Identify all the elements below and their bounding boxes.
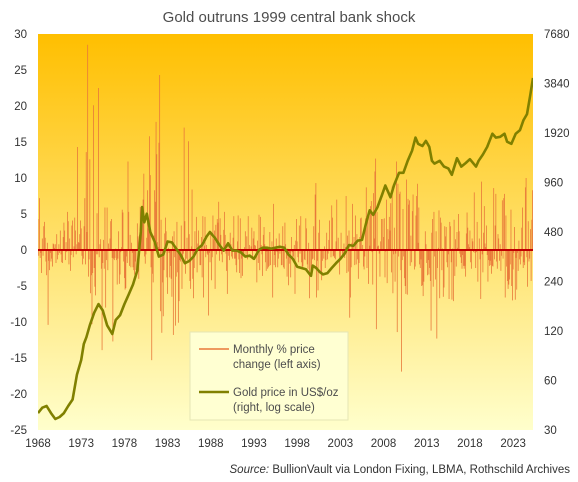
right-axis-tick: 960 — [544, 178, 563, 190]
legend-box — [189, 331, 349, 421]
x-axis-tick: 2013 — [414, 438, 440, 450]
right-axis-tick: 30 — [544, 425, 557, 437]
x-axis-tick: 2008 — [371, 438, 397, 450]
right-axis-tick: 1920 — [544, 128, 570, 140]
x-axis-tick: 1973 — [68, 438, 94, 450]
right-axis-tick: 120 — [544, 326, 563, 338]
legend-label-line: Monthly % price — [233, 344, 315, 356]
right-axis-tick: 480 — [544, 227, 563, 239]
legend-label-line: (right, log scale) — [233, 402, 315, 414]
x-axis-tick: 1988 — [198, 438, 224, 450]
legend-label-line: Gold price in US$/oz — [233, 387, 339, 399]
x-axis-tick: 1968 — [25, 438, 51, 450]
right-axis: 7680 3840 1920 960 480 240 120 60 30 — [544, 29, 570, 437]
source-label: Source: — [230, 464, 270, 476]
x-axis-tick: 2018 — [457, 438, 483, 450]
left-axis-tick: 25 — [14, 65, 27, 77]
x-axis-tick: 1983 — [155, 438, 181, 450]
source-text: BullionVault via London Fixing, LBMA, Ro… — [269, 464, 570, 476]
right-axis-tick: 7680 — [544, 29, 570, 41]
gold-price-series — [38, 77, 533, 421]
left-axis-tick: 20 — [14, 101, 27, 113]
legend-label-gold-price: Gold price in US$/oz (right, log scale) — [233, 387, 342, 414]
left-axis-tick: -15 — [10, 353, 27, 365]
legend-label-monthly-change: Monthly % price change (left axis) — [233, 344, 321, 371]
x-axis-tick: 1998 — [284, 438, 310, 450]
left-axis-tick: -25 — [10, 425, 27, 437]
chart-title: Gold outruns 1999 central bank shock — [163, 9, 416, 26]
left-axis-tick: -20 — [10, 389, 27, 401]
right-axis-tick: 240 — [544, 277, 563, 289]
left-axis-tick: 10 — [14, 173, 27, 185]
x-axis: 1968 1973 1978 1983 1988 1993 1998 2003 2008 2013… — [25, 438, 526, 450]
x-axis-tick: 2023 — [500, 438, 526, 450]
source-note: Source: BullionVault via London Fixing, … — [230, 464, 571, 476]
left-axis: 30 25 20 15 10 5 0 -5 -10 -15 -20 -25 — [10, 29, 27, 437]
left-axis-tick: 30 — [14, 29, 27, 41]
left-axis-tick: -10 — [10, 317, 27, 329]
right-axis-tick: 3840 — [544, 79, 570, 91]
left-axis-tick: 15 — [14, 137, 27, 149]
x-axis-tick: 1978 — [112, 438, 138, 450]
legend: Monthly % price change (left axis) Gold … — [189, 331, 349, 421]
left-axis-tick: 0 — [21, 245, 27, 257]
x-axis-tick: 2003 — [328, 438, 354, 450]
legend-label-line: change (left axis) — [233, 359, 321, 371]
x-axis-tick: 1993 — [241, 438, 267, 450]
left-axis-tick: 5 — [21, 209, 27, 221]
right-axis-tick: 60 — [544, 376, 557, 388]
left-axis-tick: -5 — [17, 281, 27, 293]
